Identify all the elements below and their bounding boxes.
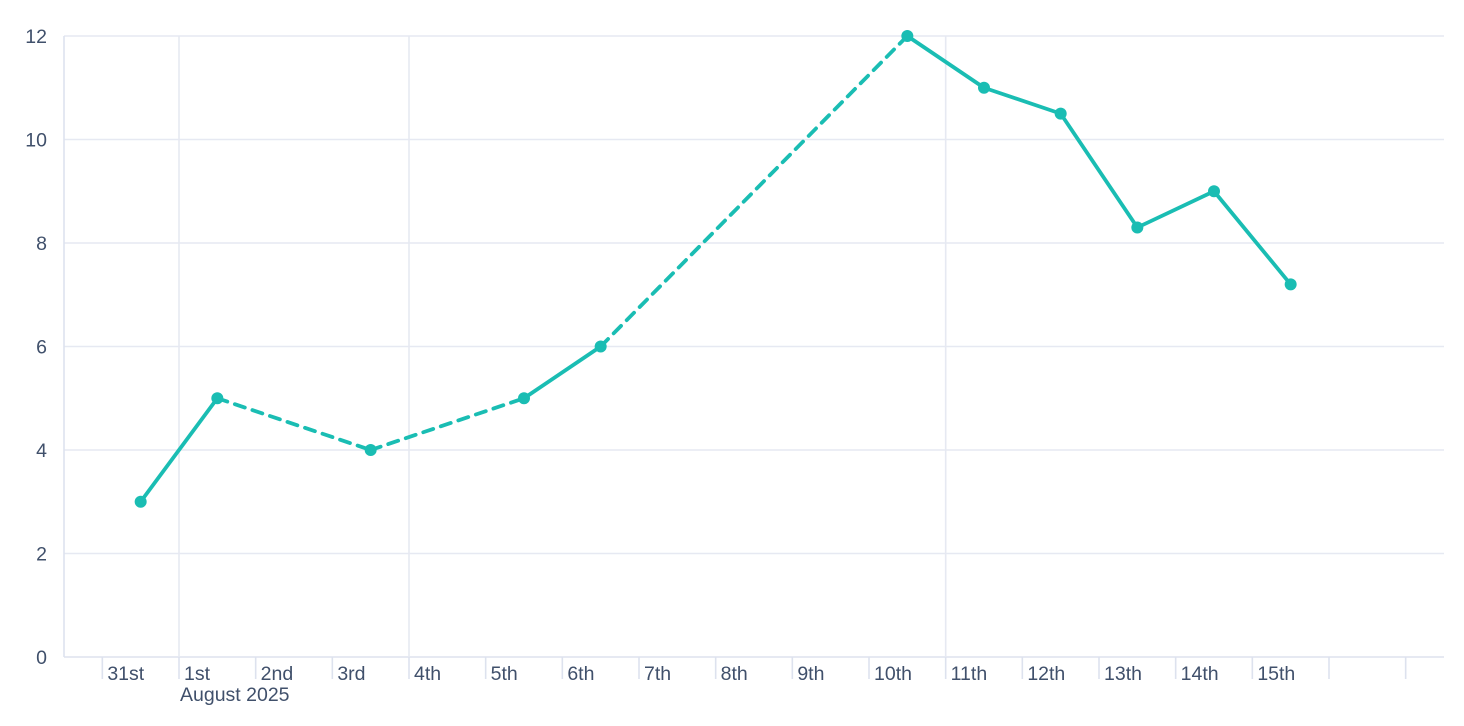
series-segment-solid [1058,111,1140,230]
x-tick-label: 14th [1181,663,1219,685]
x-tick-label: 1st [184,663,211,685]
data-point[interactable] [518,392,530,405]
x-tick-label: 6th [567,663,594,685]
data-point[interactable] [134,495,147,508]
series-segment-solid [1212,189,1293,287]
x-tick-label: 11th [951,663,988,685]
series-segment-dashed [598,34,910,349]
series-segment-solid [138,396,220,504]
x-tick-label: 8th [721,663,748,685]
grid-layer [64,35,1444,658]
x-tick-label: 5th [491,663,518,685]
x-tick-label: 12th [1027,663,1065,685]
series-segment-solid [982,85,1063,116]
marker-layer [134,30,1297,508]
data-point[interactable] [1284,278,1297,291]
x-tick-label: 31st [107,663,144,685]
x-tick-label: 15th [1257,663,1295,685]
y-tick-label: 10 [25,130,47,152]
x-tick-label: 10th [874,663,912,685]
data-point[interactable] [211,392,224,405]
series-segment-dashed [368,396,526,452]
y-tick-label: 12 [25,26,47,48]
x-tick-label: 9th [797,663,824,685]
series-segment-dashed [215,396,373,452]
data-point[interactable] [1054,107,1067,120]
data-point[interactable] [978,81,990,94]
data-point[interactable] [364,444,377,456]
data-point[interactable] [1131,221,1144,234]
y-tick-label: 2 [36,544,47,566]
axis-layer [63,36,1407,679]
y-tick-label: 6 [36,337,47,359]
data-point[interactable] [1208,185,1220,198]
series-segment-solid [1135,189,1216,230]
y-tick-label: 8 [36,233,47,255]
x-tick-label: 3rd [337,663,365,685]
y-tick-label: 0 [36,647,47,669]
x-tick-label: 2nd [261,663,294,685]
series-segment-solid [522,344,603,401]
series-segment-solid [905,34,986,90]
series-layer [138,34,1293,504]
x-axis-sublabel: August 2025 [180,684,290,706]
x-tick-label: 13th [1104,663,1142,685]
data-point[interactable] [594,340,607,353]
axis-label-layer: 31st 1st 2nd 3rd 4th 5th 6th 7th 8th 9th 10th 11th 1… [25,26,1295,706]
data-point[interactable] [901,30,914,42]
x-tick-label: 4th [414,663,441,685]
y-tick-label: 4 [36,440,47,462]
x-tick-label: 7th [644,663,671,685]
